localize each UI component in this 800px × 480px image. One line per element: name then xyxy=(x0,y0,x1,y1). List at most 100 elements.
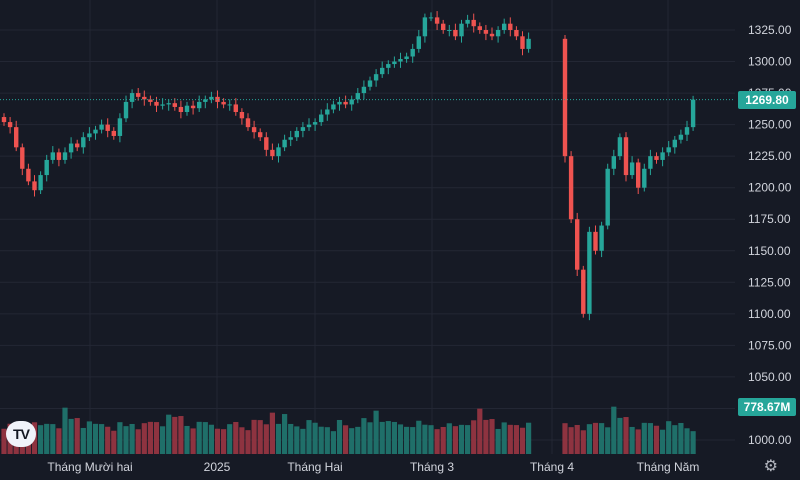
volume-bar xyxy=(519,427,526,454)
candle-body xyxy=(136,93,141,97)
candle-body xyxy=(623,137,629,176)
volume-bar xyxy=(50,424,56,454)
candle-body xyxy=(20,147,25,169)
candle-body xyxy=(117,118,123,136)
candle-body xyxy=(87,133,92,138)
candle-body xyxy=(233,104,238,112)
candle-body xyxy=(26,168,31,182)
volume-bar xyxy=(660,429,666,454)
volume-bar xyxy=(196,421,202,454)
candle-body xyxy=(587,231,592,314)
candle-body xyxy=(404,56,409,60)
volume-bar xyxy=(410,427,416,454)
last-price-badge: 1269.80 xyxy=(738,90,796,109)
candle-body xyxy=(197,101,202,109)
volume-bars xyxy=(1,406,696,454)
candle-body xyxy=(434,17,440,24)
volume-bar xyxy=(306,420,312,454)
volume-bar xyxy=(160,426,166,454)
candle-body xyxy=(44,159,49,176)
volume-bar xyxy=(611,406,617,454)
volume-bar xyxy=(190,428,196,454)
volume-bar xyxy=(153,422,160,454)
candle-body xyxy=(166,103,171,105)
volume-bar xyxy=(245,430,251,454)
candle-body xyxy=(294,130,299,138)
candle-body xyxy=(526,38,531,49)
volume-bar xyxy=(86,421,92,454)
candle-body xyxy=(154,101,159,106)
volume-bar xyxy=(288,423,294,454)
volume-bar xyxy=(458,424,465,454)
candle-body xyxy=(245,118,251,128)
candle-body xyxy=(105,124,110,131)
volume-bar xyxy=(507,424,513,454)
volume-bar xyxy=(257,420,263,454)
volume-bar xyxy=(477,408,483,454)
candle-body xyxy=(172,103,177,107)
candle-body xyxy=(648,156,653,169)
candle-body xyxy=(148,99,153,102)
candle-body xyxy=(495,30,501,37)
candle-body xyxy=(14,127,19,148)
volume-bar xyxy=(404,426,410,454)
volume-bar xyxy=(227,424,233,454)
candle-body xyxy=(684,127,690,135)
candle-body xyxy=(629,162,635,176)
y-tick-label: 1250.00 xyxy=(748,118,792,132)
volume-bar xyxy=(263,424,269,454)
volume-bar xyxy=(355,426,361,454)
y-tick-label: 1100.00 xyxy=(748,307,791,321)
volume-bar xyxy=(483,419,489,454)
candle-body xyxy=(221,101,226,105)
volume-bar xyxy=(495,428,501,454)
candle-body xyxy=(465,19,470,24)
volume-bar xyxy=(690,431,696,454)
y-tick-label: 1000.00 xyxy=(748,433,792,447)
volume-bar xyxy=(440,426,446,454)
candle-body xyxy=(227,104,232,106)
candle-body xyxy=(282,139,287,148)
candle-body xyxy=(605,168,610,226)
volume-bar xyxy=(605,427,611,454)
volume-bar xyxy=(294,426,300,454)
volume-bar xyxy=(147,421,153,454)
candle-body xyxy=(93,129,98,134)
y-tick-label: 1175.00 xyxy=(748,212,791,226)
candle-body xyxy=(654,156,659,160)
tradingview-logo[interactable]: TV xyxy=(6,421,36,447)
candle-body xyxy=(264,137,269,150)
candle-body xyxy=(111,130,116,136)
y-tick-label: 1225.00 xyxy=(748,149,792,163)
y-tick-label: 1200.00 xyxy=(748,181,792,195)
candles xyxy=(1,11,696,321)
candle-body xyxy=(502,23,507,30)
candle-body xyxy=(1,117,7,123)
volume-bar xyxy=(56,428,62,454)
candle-body xyxy=(276,147,281,157)
volume-bar xyxy=(526,422,532,454)
candle-body xyxy=(7,122,13,128)
candle-body xyxy=(520,36,525,49)
candle-body xyxy=(611,156,616,169)
candle-body xyxy=(690,99,696,128)
volume-bar xyxy=(336,419,343,454)
volume-bar xyxy=(647,423,653,454)
volume-bar xyxy=(574,424,580,454)
volume-bar xyxy=(202,422,208,454)
candle-body xyxy=(642,168,647,188)
volume-bar xyxy=(111,430,117,454)
candle-body xyxy=(447,30,452,31)
x-axis: Tháng Mười hai 2025 Tháng Hai Tháng 3 Tháng … xyxy=(47,460,699,474)
volume-bar xyxy=(99,424,105,454)
x-tick-label: Tháng 3 xyxy=(410,460,454,474)
gear-icon[interactable]: ⚙ xyxy=(763,458,778,475)
candle-body xyxy=(331,104,336,110)
candle-body xyxy=(215,96,220,102)
y-tick-label: 1075.00 xyxy=(748,338,792,352)
candle-body xyxy=(319,114,324,123)
candle-body xyxy=(483,30,489,34)
volume-badge: 778.67M xyxy=(738,398,796,416)
